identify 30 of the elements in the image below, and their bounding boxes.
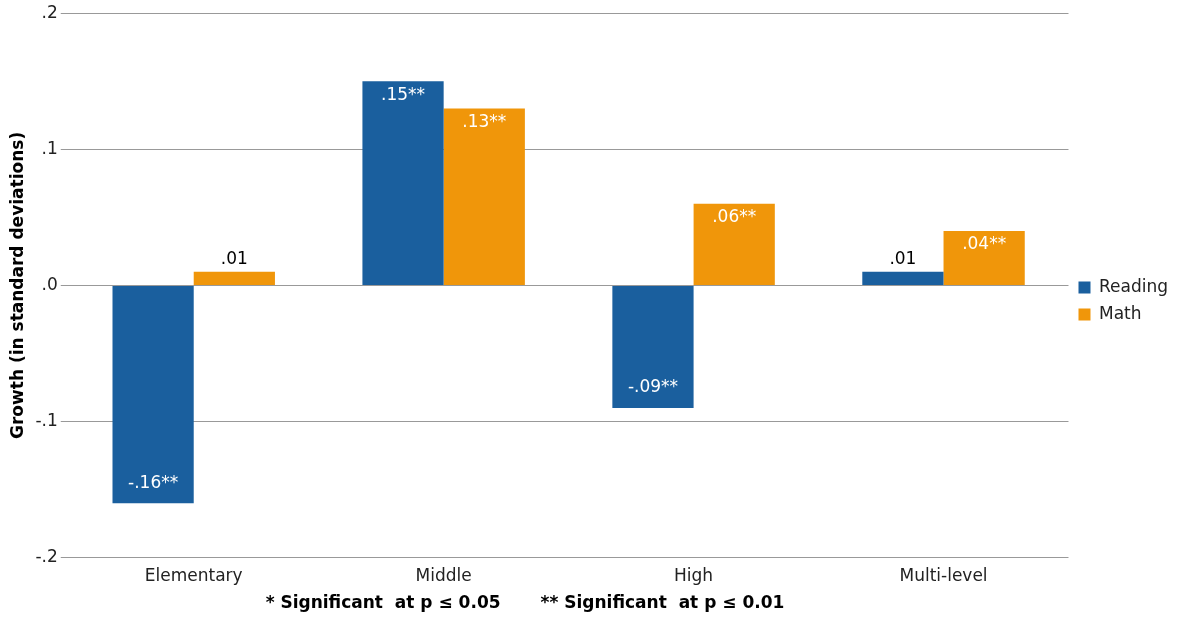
text: * Significant at p ≤ 0.05 (265, 592, 501, 612)
data-label: .01 (889, 247, 917, 268)
legend-label: Math (1099, 302, 1142, 323)
y-tick-label: -.1 (35, 409, 58, 430)
data-label: .15** (381, 83, 426, 104)
y-tick-label: -.2 (35, 546, 58, 567)
bar (612, 285, 694, 408)
x-tick-label: Elementary (144, 565, 243, 586)
y-axis-title: Growth (in standard deviations) (6, 131, 27, 439)
data-label: -.16** (128, 471, 179, 492)
data-label: .13** (462, 110, 507, 131)
data-label: -.09** (627, 376, 679, 397)
y-tick-label: .2 (41, 1, 58, 22)
bar (443, 108, 525, 285)
y-tick-label: .0 (41, 273, 58, 294)
bar (362, 81, 444, 285)
y-tick-label: .1 (41, 137, 58, 158)
bar (693, 203, 775, 285)
bar (862, 271, 944, 285)
data-label: .01 (220, 247, 248, 268)
bar (193, 271, 275, 285)
bar (112, 285, 194, 504)
text: ** Significant at p ≤ 0.01 (540, 592, 785, 612)
x-tick-label: Multi-level (899, 565, 988, 586)
legend-label: Reading (1099, 275, 1169, 296)
bar (943, 230, 1025, 285)
data-label: .06** (712, 206, 757, 227)
x-tick-label: High (674, 565, 714, 586)
x-tick-label: Middle (415, 565, 472, 586)
data-label: .04** (962, 233, 1007, 254)
